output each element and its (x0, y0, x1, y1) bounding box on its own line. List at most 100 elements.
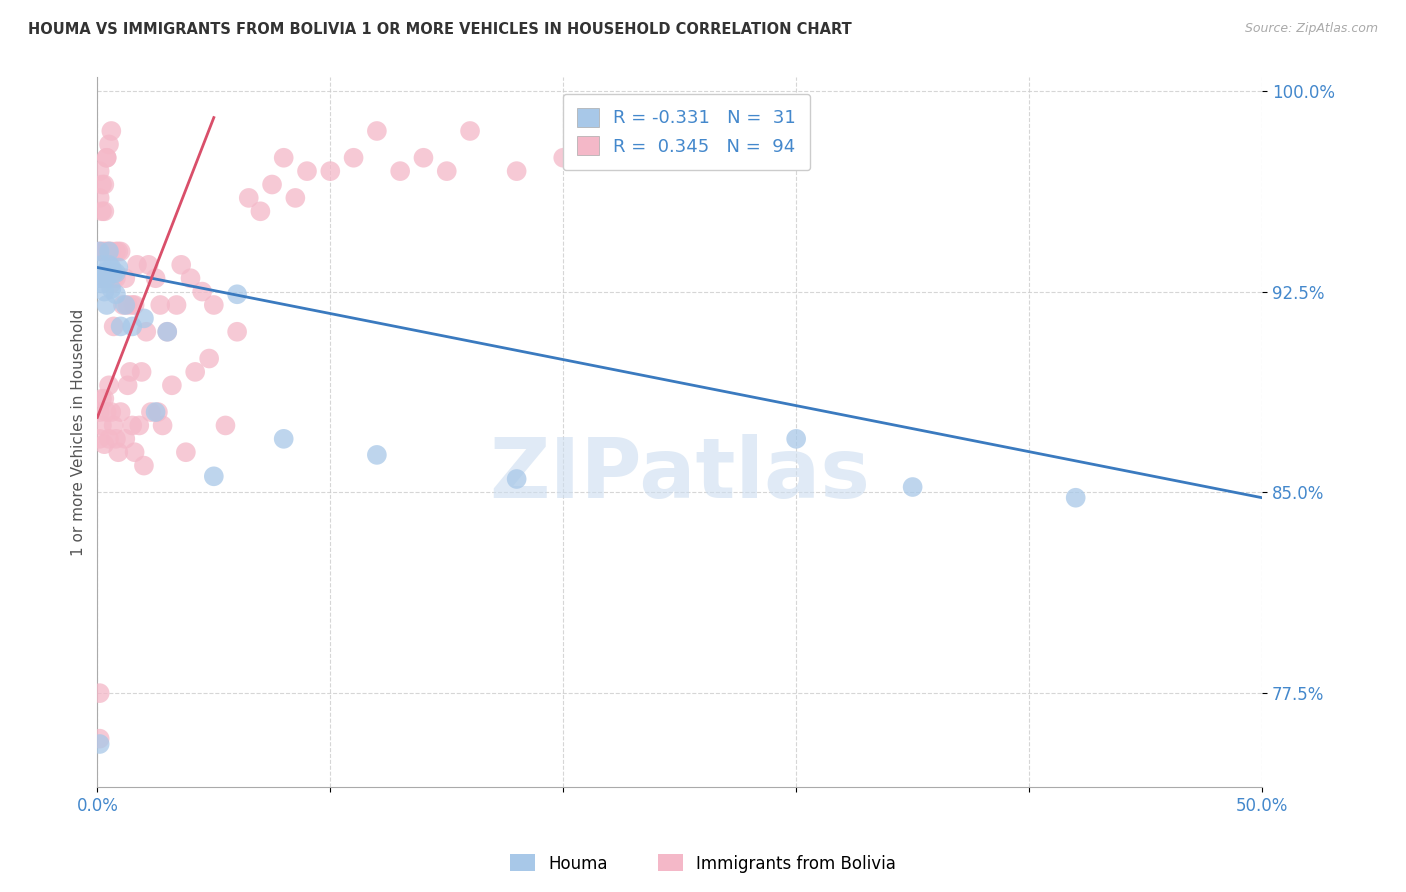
Point (100, 405, 122, 419)
Point (104, 244, 127, 259)
Point (132, 311, 155, 326)
Point (121, 319, 143, 334)
Point (668, 124, 690, 138)
Point (117, 298, 139, 312)
Point (273, 432, 295, 446)
Point (93, 266, 115, 280)
Point (96, 151, 118, 165)
Point (103, 418, 125, 433)
Point (174, 445, 197, 459)
Point (184, 365, 207, 379)
Point (118, 365, 141, 379)
Point (98, 244, 121, 259)
Point (599, 137, 621, 152)
Point (104, 271, 127, 285)
Point (180, 271, 202, 285)
Point (104, 266, 127, 280)
Point (124, 298, 146, 312)
Point (89, 731, 111, 746)
Point (114, 271, 136, 285)
Point (260, 178, 283, 192)
Point (145, 271, 167, 285)
Point (166, 298, 188, 312)
Point (149, 298, 172, 312)
Point (100, 244, 122, 259)
Point (104, 432, 127, 446)
Point (91, 277, 114, 291)
Point (114, 298, 136, 312)
Point (110, 319, 132, 334)
Point (98, 137, 121, 152)
Point (785, 432, 807, 446)
Point (124, 445, 146, 459)
Point (96, 244, 118, 259)
Point (202, 298, 225, 312)
Point (93, 285, 115, 299)
Point (89, 244, 111, 259)
Point (93, 437, 115, 451)
Point (89, 405, 111, 419)
Point (117, 378, 139, 392)
Point (89, 686, 111, 700)
Point (1064, 491, 1087, 505)
Point (91, 418, 114, 433)
Point (132, 458, 155, 473)
Point (170, 258, 193, 272)
Point (103, 266, 125, 280)
Point (91, 392, 114, 406)
Point (111, 298, 134, 312)
Point (366, 448, 388, 462)
Point (91, 258, 114, 272)
Point (89, 271, 111, 285)
Point (214, 418, 236, 433)
Point (100, 277, 122, 291)
Point (505, 164, 527, 178)
Point (226, 287, 249, 301)
Point (91, 178, 114, 192)
Point (249, 204, 271, 219)
Point (458, 124, 481, 138)
Point (100, 124, 122, 138)
Point (295, 164, 318, 178)
Legend: R = -0.331   N =  31, R =  0.345   N =  94: R = -0.331 N = 31, R = 0.345 N = 94 (562, 94, 810, 170)
Point (96, 405, 118, 419)
Point (139, 405, 162, 419)
Point (107, 260, 129, 275)
Point (121, 418, 143, 433)
Point (91, 204, 114, 219)
Point (342, 151, 364, 165)
Point (121, 298, 143, 312)
Text: ZIPatlas: ZIPatlas (489, 434, 870, 516)
Point (146, 405, 169, 419)
Point (156, 325, 179, 339)
Point (89, 271, 111, 285)
Point (93, 204, 115, 219)
Point (98, 244, 121, 259)
Point (160, 378, 183, 392)
Point (152, 418, 174, 433)
Point (89, 164, 111, 178)
Point (93, 271, 115, 285)
Point (191, 285, 214, 299)
Point (98, 432, 121, 446)
Point (114, 432, 136, 446)
Point (284, 191, 307, 205)
Point (98, 258, 121, 272)
Point (89, 244, 111, 259)
Y-axis label: 1 or more Vehicles in Household: 1 or more Vehicles in Household (72, 309, 86, 556)
Point (110, 405, 132, 419)
Point (901, 480, 924, 494)
Point (104, 287, 127, 301)
Point (366, 124, 388, 138)
Legend: Houma, Immigrants from Bolivia: Houma, Immigrants from Bolivia (503, 847, 903, 880)
Point (319, 164, 342, 178)
Point (103, 319, 125, 334)
Point (436, 164, 458, 178)
Point (89, 737, 111, 751)
Point (91, 244, 114, 259)
Point (125, 258, 148, 272)
Point (553, 151, 575, 165)
Point (198, 351, 221, 366)
Point (89, 432, 111, 446)
Point (412, 151, 434, 165)
